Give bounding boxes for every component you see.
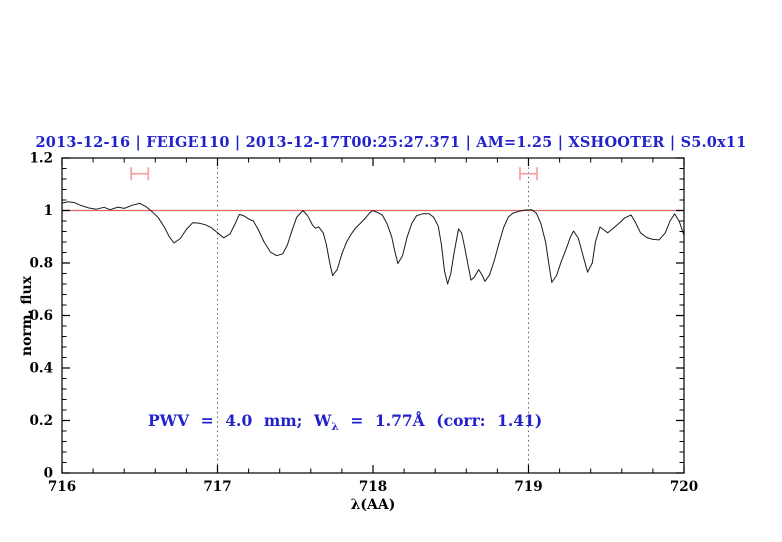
chart-title: 2013-12-16 | FEIGE110 | 2013-12-17T00:25…: [35, 134, 747, 151]
annotation-prefix: PWV = 4.0 mm; W: [148, 411, 332, 430]
y-tick-label: 0.8: [30, 256, 54, 272]
x-axis-label: λ(AA): [350, 497, 396, 513]
y-tick-label: 0.4: [30, 361, 54, 377]
x-tick-label: 717: [203, 479, 231, 495]
y-tick-label: 0.6: [30, 308, 54, 324]
spectrum-curve: [61, 201, 685, 285]
band-marker: [519, 167, 538, 181]
y-tick-label: 1: [44, 203, 53, 219]
x-tick-label: 720: [670, 479, 698, 495]
y-tick-label: 1.2: [30, 151, 54, 167]
x-tick-label: 719: [514, 479, 542, 495]
major-ticks: [61, 157, 685, 474]
y-tick-label: 0.2: [30, 413, 54, 429]
pwv-annotation: PWV = 4.0 mm; Wλ = 1.77Å (corr: 1.41): [148, 411, 542, 433]
band-marker: [130, 167, 150, 181]
y-tick-label: 0: [44, 466, 53, 482]
x-tick-label: 718: [359, 479, 387, 495]
x-tick-label: 716: [48, 479, 76, 495]
annotation-lambda-subscript: λ: [331, 421, 339, 434]
annotation-suffix: = 1.77Å (corr: 1.41): [338, 411, 543, 430]
minor-ticks: [62, 158, 684, 473]
